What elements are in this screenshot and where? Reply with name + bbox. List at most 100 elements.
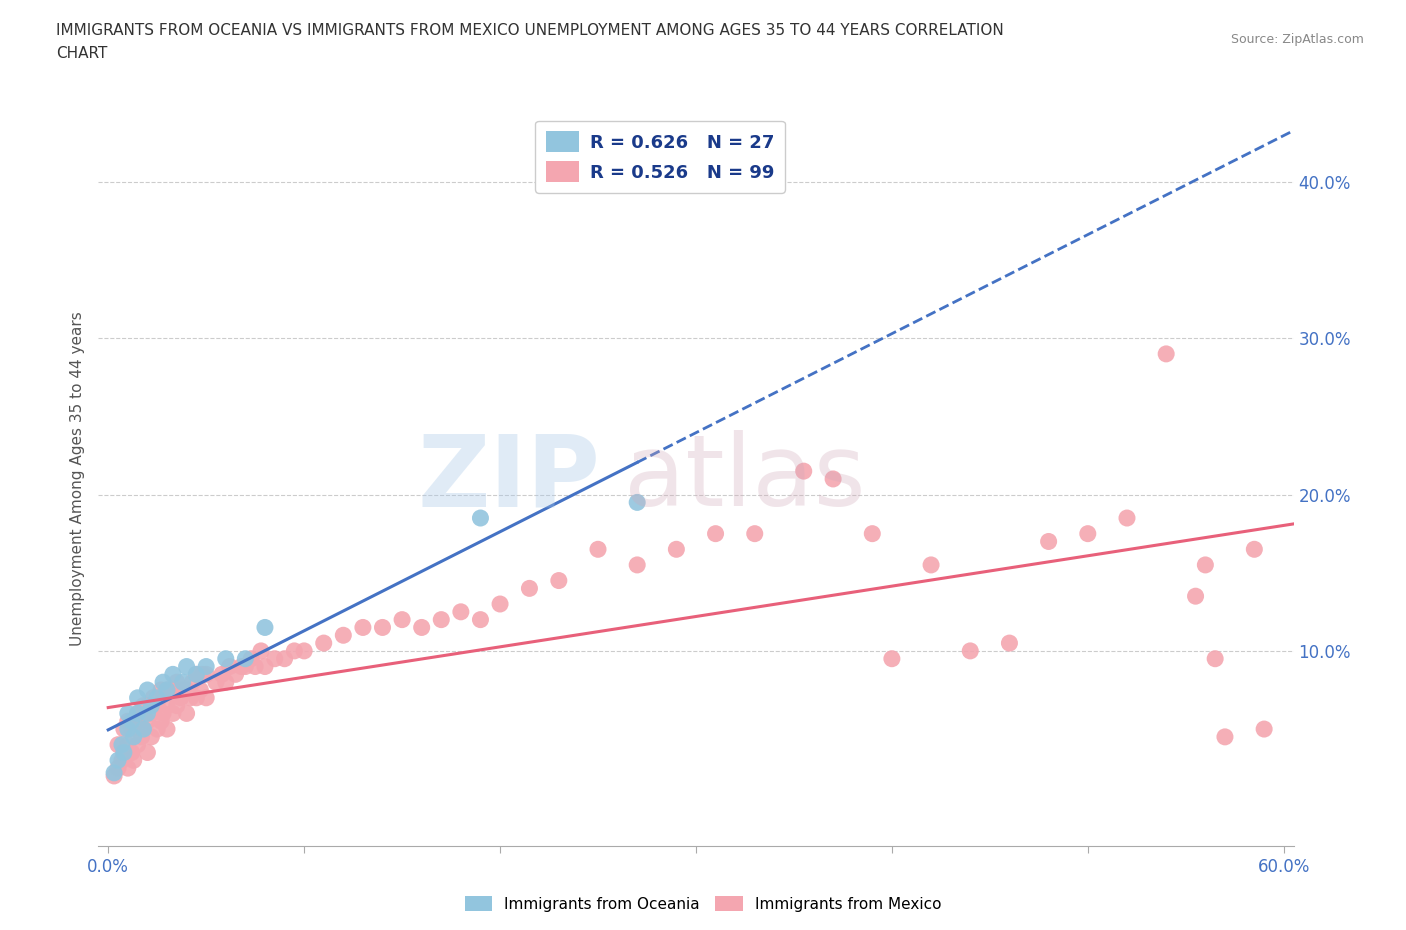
Point [332, 628, 354, 643]
Point [117, 737, 139, 752]
Point [121, 714, 143, 729]
Text: atlas: atlas [624, 431, 866, 527]
Point [626, 495, 648, 510]
Point [121, 745, 143, 760]
Point [142, 690, 165, 705]
Point [186, 690, 208, 705]
Point [218, 659, 240, 674]
Point [704, 526, 727, 541]
Point [235, 659, 257, 674]
Point [117, 706, 139, 721]
Point [170, 690, 193, 705]
Point [127, 690, 149, 705]
Point [215, 651, 238, 666]
Legend: Immigrants from Oceania, Immigrants from Mexico: Immigrants from Oceania, Immigrants from… [458, 889, 948, 918]
Point [112, 745, 135, 760]
Point [1243, 542, 1265, 557]
Point [1077, 526, 1099, 541]
Point [132, 722, 155, 737]
Point [162, 683, 184, 698]
Point [132, 698, 155, 713]
Point [166, 675, 188, 690]
Point [793, 464, 815, 479]
Point [411, 620, 433, 635]
Point [181, 675, 204, 690]
Point [141, 706, 163, 721]
Point [243, 659, 266, 674]
Point [122, 714, 145, 729]
Point [103, 765, 125, 780]
Point [117, 714, 139, 729]
Point [111, 753, 134, 768]
Point [131, 706, 153, 721]
Point [117, 761, 139, 776]
Point [1154, 347, 1177, 362]
Point [122, 729, 145, 744]
Point [146, 698, 169, 713]
Point [1253, 722, 1275, 737]
Point [152, 706, 174, 721]
Point [127, 706, 149, 721]
Point [195, 690, 218, 705]
Point [162, 706, 184, 721]
Point [253, 659, 276, 674]
Point [179, 690, 201, 705]
Point [172, 683, 194, 698]
Point [263, 651, 285, 666]
Point [1194, 557, 1216, 572]
Point [127, 737, 149, 752]
Point [450, 604, 472, 619]
Point [141, 729, 163, 744]
Point [235, 651, 257, 666]
Point [352, 620, 374, 635]
Point [176, 706, 198, 721]
Point [744, 526, 766, 541]
Point [156, 722, 179, 737]
Point [1184, 589, 1206, 604]
Point [186, 667, 208, 682]
Point [1204, 651, 1226, 666]
Point [136, 683, 159, 698]
Point [156, 683, 179, 698]
Point [231, 659, 253, 674]
Point [312, 635, 335, 650]
Point [430, 612, 453, 627]
Point [470, 612, 492, 627]
Point [253, 620, 276, 635]
Legend: R = 0.626   N = 27, R = 0.526   N = 99: R = 0.626 N = 27, R = 0.526 N = 99 [536, 121, 785, 193]
Point [470, 511, 492, 525]
Point [152, 675, 174, 690]
Point [1116, 511, 1139, 525]
Point [162, 667, 184, 682]
Point [250, 644, 273, 658]
Point [998, 635, 1021, 650]
Point [107, 761, 129, 776]
Point [136, 745, 159, 760]
Point [186, 667, 208, 682]
Point [283, 644, 305, 658]
Point [371, 620, 394, 635]
Point [273, 651, 295, 666]
Point [122, 753, 145, 768]
Point [920, 557, 942, 572]
Point [103, 768, 125, 783]
Point [176, 683, 198, 698]
Text: ZIP: ZIP [418, 431, 600, 527]
Point [156, 683, 179, 698]
Y-axis label: Unemployment Among Ages 35 to 44 years: Unemployment Among Ages 35 to 44 years [69, 312, 84, 646]
Point [136, 698, 159, 713]
Point [489, 596, 512, 611]
Point [823, 472, 845, 486]
Point [880, 651, 903, 666]
Point [117, 722, 139, 737]
Point [136, 706, 159, 721]
Point [211, 667, 233, 682]
Point [215, 675, 238, 690]
Point [136, 714, 159, 729]
Point [127, 706, 149, 721]
Point [959, 644, 981, 658]
Text: IMMIGRANTS FROM OCEANIA VS IMMIGRANTS FROM MEXICO UNEMPLOYMENT AMONG AGES 35 TO : IMMIGRANTS FROM OCEANIA VS IMMIGRANTS FR… [56, 23, 1004, 38]
Point [172, 675, 194, 690]
Point [195, 659, 218, 674]
Point [150, 714, 173, 729]
